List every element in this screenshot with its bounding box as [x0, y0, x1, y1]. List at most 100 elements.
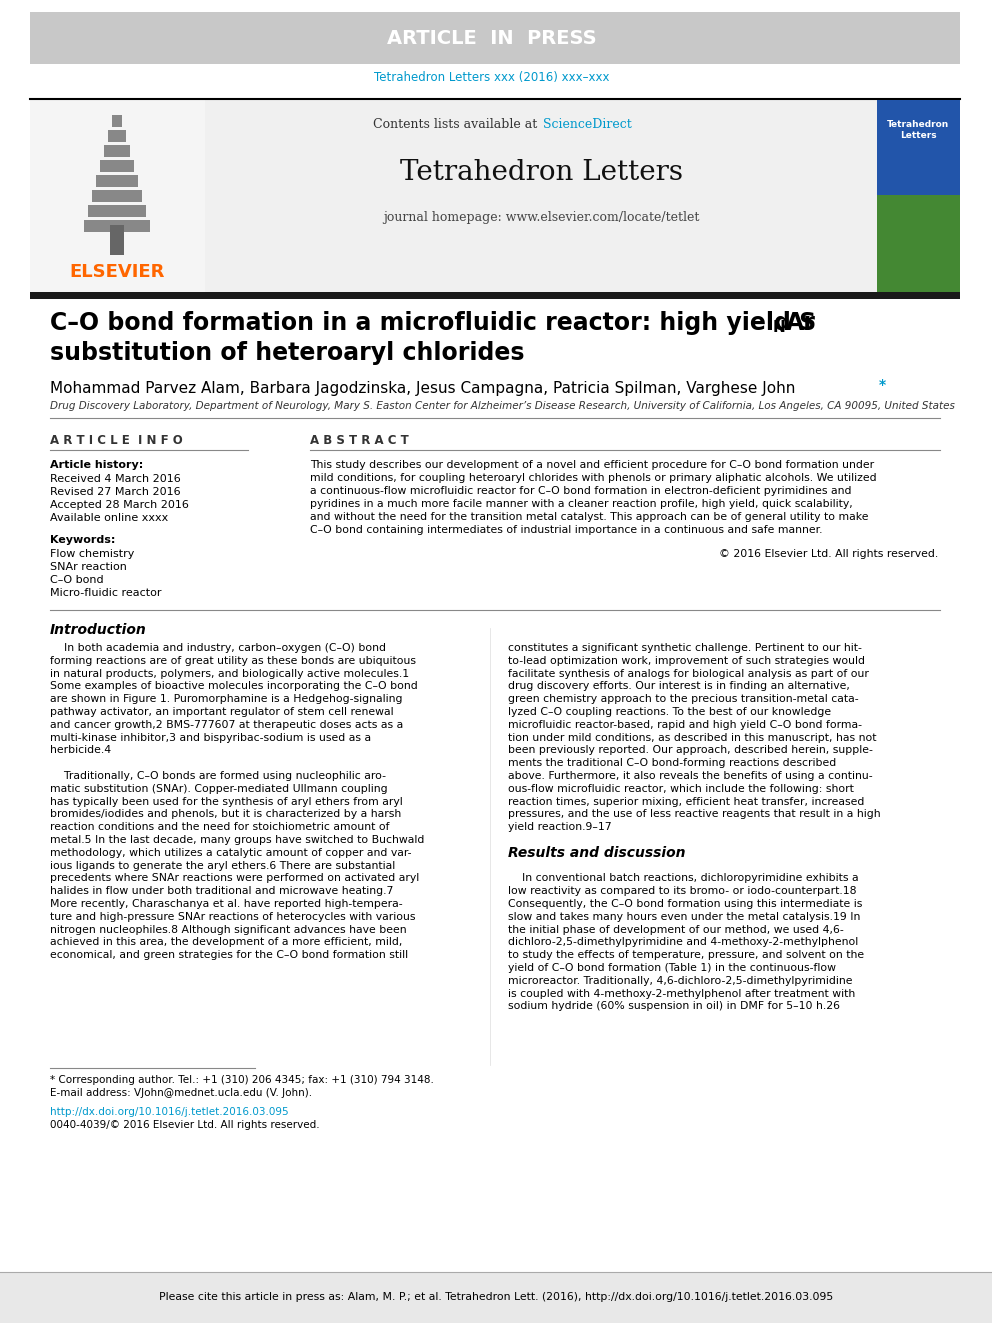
Bar [877, 101, 960, 194]
Text: drug discovery efforts. Our interest is in finding an alternative,: drug discovery efforts. Our interest is … [508, 681, 850, 692]
Text: Flow chemistry: Flow chemistry [50, 549, 134, 560]
Text: *: * [879, 378, 886, 392]
Bar [877, 101, 960, 292]
Text: ments the traditional C–O bond-forming reactions described: ments the traditional C–O bond-forming r… [508, 758, 836, 769]
Text: pyridines in a much more facile manner with a cleaner reaction profile, high yie: pyridines in a much more facile manner w… [310, 499, 853, 509]
Bar [205, 101, 877, 292]
Text: matic substitution (SNAr). Copper-mediated Ullmann coupling: matic substitution (SNAr). Copper-mediat… [50, 783, 388, 794]
Text: Received 4 March 2016: Received 4 March 2016 [50, 474, 181, 484]
Text: N: N [773, 320, 786, 336]
Text: Some examples of bioactive molecules incorporating the C–O bond: Some examples of bioactive molecules inc… [50, 681, 418, 692]
Text: Tetrahedron
Letters: Tetrahedron Letters [887, 120, 949, 140]
Text: C–O bond: C–O bond [50, 576, 103, 585]
Bar [92, 191, 142, 202]
Text: Tetrahedron Letters: Tetrahedron Letters [400, 160, 682, 187]
Text: Accepted 28 March 2016: Accepted 28 March 2016 [50, 500, 188, 509]
Text: Available online xxxx: Available online xxxx [50, 513, 169, 523]
Text: C–O bond containing intermediates of industrial importance in a continuous and s: C–O bond containing intermediates of ind… [310, 525, 822, 534]
Text: in natural products, polymers, and biologically active molecules.1: in natural products, polymers, and biolo… [50, 668, 409, 679]
Text: © 2016 Elsevier Ltd. All rights reserved.: © 2016 Elsevier Ltd. All rights reserved… [719, 549, 938, 560]
Text: Drug Discovery Laboratory, Department of Neurology, Mary S. Easton Center for Al: Drug Discovery Laboratory, Department of… [50, 401, 955, 411]
Bar [96, 175, 138, 187]
Bar [84, 220, 150, 232]
Text: yield of C–O bond formation (Table 1) in the continuous-flow: yield of C–O bond formation (Table 1) in… [508, 963, 836, 972]
Text: achieved in this area, the development of a more efficient, mild,: achieved in this area, the development o… [50, 938, 403, 947]
Bar [100, 160, 134, 172]
Text: been previously reported. Our approach, described herein, supple-: been previously reported. Our approach, … [508, 745, 873, 755]
Bar [30, 101, 205, 292]
Text: Revised 27 March 2016: Revised 27 March 2016 [50, 487, 181, 497]
Bar [30, 12, 960, 64]
Text: In conventional batch reactions, dichloropyrimidine exhibits a: In conventional batch reactions, dichlor… [508, 873, 859, 884]
Text: precedents where SNAr reactions were performed on activated aryl: precedents where SNAr reactions were per… [50, 873, 420, 884]
Text: E-mail address: VJohn@mednet.ucla.edu (V. John).: E-mail address: VJohn@mednet.ucla.edu (V… [50, 1088, 312, 1098]
Text: forming reactions are of great utility as these bonds are ubiquitous: forming reactions are of great utility a… [50, 656, 416, 665]
Text: Mohammad Parvez Alam, Barbara Jagodzinska, Jesus Campagna, Patricia Spilman, Var: Mohammad Parvez Alam, Barbara Jagodzinsk… [50, 381, 796, 396]
Text: ARTICLE  IN  PRESS: ARTICLE IN PRESS [387, 29, 597, 48]
Text: SNAr reaction: SNAr reaction [50, 562, 127, 572]
Text: metal.5 In the last decade, many groups have switched to Buchwald: metal.5 In the last decade, many groups … [50, 835, 425, 845]
Text: dichloro-2,5-dimethylpyrimidine and 4-methoxy-2-methylphenol: dichloro-2,5-dimethylpyrimidine and 4-me… [508, 938, 858, 947]
Text: green chemistry approach to the precious transition-metal cata-: green chemistry approach to the precious… [508, 695, 859, 704]
Text: http://dx.doi.org/10.1016/j.tetlet.2016.03.095: http://dx.doi.org/10.1016/j.tetlet.2016.… [50, 1107, 289, 1117]
Text: the initial phase of development of our method, we used 4,6-: the initial phase of development of our … [508, 925, 844, 934]
Text: ous-flow microfluidic reactor, which include the following: short: ous-flow microfluidic reactor, which inc… [508, 783, 854, 794]
Text: Please cite this article in press as: Alam, M. P.; et al. Tetrahedron Lett. (201: Please cite this article in press as: Al… [159, 1293, 833, 1302]
Text: has typically been used for the synthesis of aryl ethers from aryl: has typically been used for the synthesi… [50, 796, 403, 807]
Bar [30, 292, 960, 299]
Text: Introduction: Introduction [50, 623, 147, 636]
Text: Consequently, the C–O bond formation using this intermediate is: Consequently, the C–O bond formation usi… [508, 900, 862, 909]
Text: A B S T R A C T: A B S T R A C T [310, 434, 409, 446]
Text: Contents lists available at: Contents lists available at [373, 118, 541, 131]
Text: C–O bond formation in a microfluidic reactor: high yield S: C–O bond formation in a microfluidic rea… [50, 311, 816, 335]
Text: sodium hydride (60% suspension in oil) in DMF for 5–10 h.26: sodium hydride (60% suspension in oil) i… [508, 1002, 840, 1011]
Text: mild conditions, for coupling heteroaryl chlorides with phenols or primary aliph: mild conditions, for coupling heteroaryl… [310, 474, 877, 483]
Text: methodology, which utilizes a catalytic amount of copper and var-: methodology, which utilizes a catalytic … [50, 848, 412, 857]
Bar [0, 1271, 992, 1323]
Text: microfluidic reactor-based, rapid and high yield C–O bond forma-: microfluidic reactor-based, rapid and hi… [508, 720, 862, 730]
Text: to-lead optimization work, improvement of such strategies would: to-lead optimization work, improvement o… [508, 656, 865, 665]
Text: reaction conditions and the need for stoichiometric amount of: reaction conditions and the need for sto… [50, 822, 390, 832]
Text: and cancer growth,2 BMS-777607 at therapeutic doses acts as a: and cancer growth,2 BMS-777607 at therap… [50, 720, 404, 730]
Text: to study the effects of temperature, pressure, and solvent on the: to study the effects of temperature, pre… [508, 950, 864, 960]
Text: This study describes our development of a novel and efficient procedure for C–O : This study describes our development of … [310, 460, 874, 470]
Text: and without the need for the transition metal catalyst. This approach can be of : and without the need for the transition … [310, 512, 869, 523]
Text: constitutes a significant synthetic challenge. Pertinent to our hit-: constitutes a significant synthetic chal… [508, 643, 862, 654]
Text: is coupled with 4-methoxy-2-methylphenol after treatment with: is coupled with 4-methoxy-2-methylphenol… [508, 988, 855, 999]
Text: facilitate synthesis of analogs for biological analysis as part of our: facilitate synthesis of analogs for biol… [508, 668, 869, 679]
Text: substitution of heteroaryl chlorides: substitution of heteroaryl chlorides [50, 341, 525, 365]
Text: Micro-fluidic reactor: Micro-fluidic reactor [50, 587, 162, 598]
Text: herbicide.4: herbicide.4 [50, 745, 111, 755]
Text: a continuous-flow microfluidic reactor for C–O bond formation in electron-defici: a continuous-flow microfluidic reactor f… [310, 486, 851, 496]
Text: are shown in Figure 1. Puromorphamine is a Hedgehog-signaling: are shown in Figure 1. Puromorphamine is… [50, 695, 403, 704]
Text: pressures, and the use of less reactive reagents that result in a high: pressures, and the use of less reactive … [508, 810, 881, 819]
Text: Traditionally, C–O bonds are formed using nucleophilic aro-: Traditionally, C–O bonds are formed usin… [50, 771, 386, 781]
Text: In both academia and industry, carbon–oxygen (C–O) bond: In both academia and industry, carbon–ox… [50, 643, 386, 654]
Bar [877, 194, 960, 292]
Text: ScienceDirect: ScienceDirect [543, 118, 632, 131]
Text: multi-kinase inhibitor,3 and bispyribac-sodium is used as a: multi-kinase inhibitor,3 and bispyribac-… [50, 733, 371, 742]
Text: reaction times, superior mixing, efficient heat transfer, increased: reaction times, superior mixing, efficie… [508, 796, 864, 807]
Text: 0040-4039/© 2016 Elsevier Ltd. All rights reserved.: 0040-4039/© 2016 Elsevier Ltd. All right… [50, 1121, 319, 1130]
Text: pathway activator, an important regulator of stem cell renewal: pathway activator, an important regulato… [50, 706, 394, 717]
Text: economical, and green strategies for the C–O bond formation still: economical, and green strategies for the… [50, 950, 408, 960]
Text: Keywords:: Keywords: [50, 534, 115, 545]
Text: bromides/iodides and phenols, but it is characterized by a harsh: bromides/iodides and phenols, but it is … [50, 810, 401, 819]
Text: Tetrahedron Letters xxx (2016) xxx–xxx: Tetrahedron Letters xxx (2016) xxx–xxx [374, 71, 610, 85]
Bar [104, 146, 130, 157]
Text: above. Furthermore, it also reveals the benefits of using a continu-: above. Furthermore, it also reveals the … [508, 771, 873, 781]
Text: ture and high-pressure SNAr reactions of heterocycles with various: ture and high-pressure SNAr reactions of… [50, 912, 416, 922]
Text: microreactor. Traditionally, 4,6-dichloro-2,5-dimethylpyrimidine: microreactor. Traditionally, 4,6-dichlor… [508, 976, 852, 986]
Text: A R T I C L E  I N F O: A R T I C L E I N F O [50, 434, 183, 446]
Text: nitrogen nucleophiles.8 Although significant advances have been: nitrogen nucleophiles.8 Although signifi… [50, 925, 407, 934]
Text: tion under mild conditions, as described in this manuscript, has not: tion under mild conditions, as described… [508, 733, 877, 742]
Text: Results and discussion: Results and discussion [508, 845, 685, 860]
Text: yield reaction.9–17: yield reaction.9–17 [508, 822, 612, 832]
Text: halides in flow under both traditional and microwave heating.7: halides in flow under both traditional a… [50, 886, 394, 896]
Text: journal homepage: www.elsevier.com/locate/tetlet: journal homepage: www.elsevier.com/locat… [383, 212, 699, 225]
Text: More recently, Charaschanya et al. have reported high-tempera-: More recently, Charaschanya et al. have … [50, 900, 403, 909]
Bar [108, 130, 126, 142]
Text: slow and takes many hours even under the metal catalysis.19 In: slow and takes many hours even under the… [508, 912, 860, 922]
Text: low reactivity as compared to its bromo- or iodo-counterpart.18: low reactivity as compared to its bromo-… [508, 886, 856, 896]
Text: ELSEVIER: ELSEVIER [69, 263, 165, 280]
